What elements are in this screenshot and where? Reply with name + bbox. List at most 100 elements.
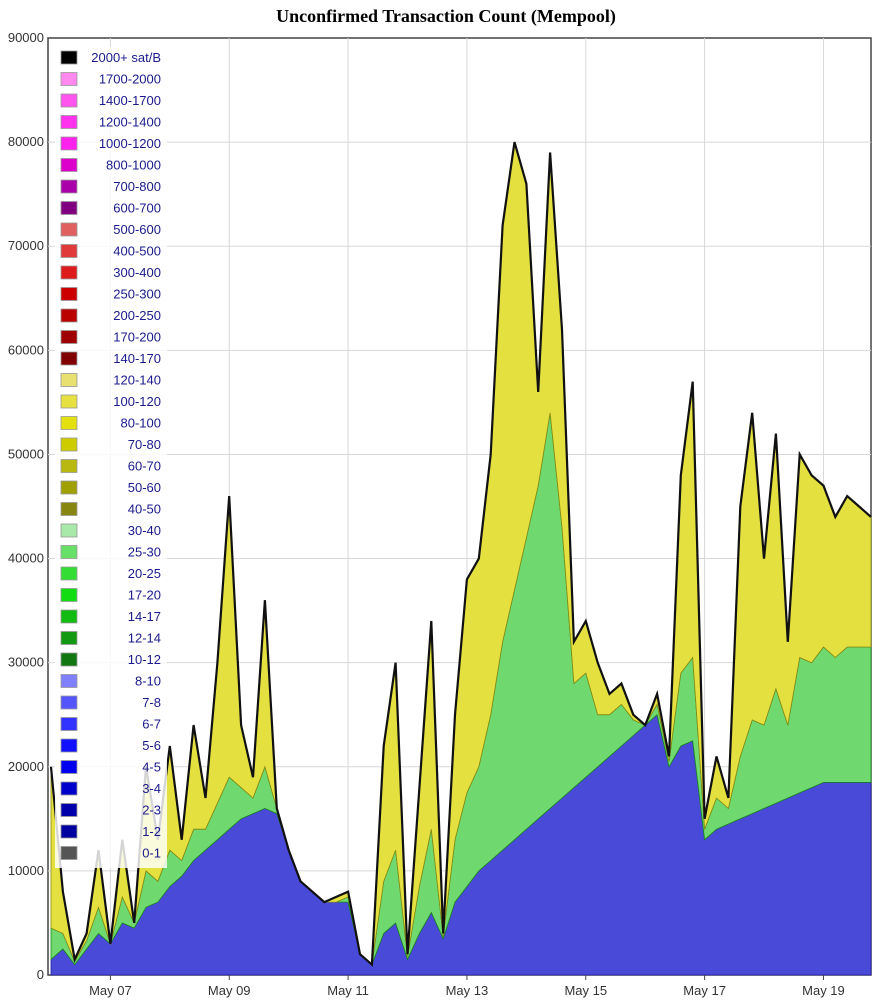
legend-label: 70-80 bbox=[128, 437, 161, 452]
x-tick-label: May 13 bbox=[446, 983, 489, 998]
legend-label: 25-30 bbox=[128, 545, 161, 560]
legend-label: 4-5 bbox=[142, 760, 161, 775]
legend-label: 500-600 bbox=[113, 222, 161, 237]
legend-swatch bbox=[60, 244, 78, 258]
legend-label: 1400-1700 bbox=[99, 93, 161, 108]
y-tick-label: 40000 bbox=[8, 551, 44, 566]
legend-label: 2-3 bbox=[142, 803, 161, 818]
y-tick-label: 90000 bbox=[8, 30, 44, 45]
legend-swatch bbox=[60, 50, 78, 65]
legend-label: 0-1 bbox=[142, 846, 161, 861]
grid bbox=[48, 38, 871, 975]
y-tick-label: 0 bbox=[37, 967, 44, 982]
legend-label: 5-6 bbox=[142, 738, 161, 753]
legend-swatch bbox=[60, 416, 78, 430]
x-tick-label: May 19 bbox=[802, 983, 845, 998]
x-tick-label: May 07 bbox=[89, 983, 132, 998]
legend-swatch bbox=[60, 695, 78, 710]
legend-swatch bbox=[60, 459, 78, 473]
legend-swatch bbox=[60, 717, 78, 731]
legend-label: 170-200 bbox=[113, 330, 161, 345]
legend-label: 6-7 bbox=[142, 717, 161, 732]
x-tick-label: May 09 bbox=[208, 983, 251, 998]
y-tick-label: 70000 bbox=[8, 238, 44, 253]
legend-swatch bbox=[60, 351, 78, 366]
legend-label: 40-50 bbox=[128, 502, 161, 517]
legend-label: 17-20 bbox=[128, 588, 161, 603]
legend-label: 400-500 bbox=[113, 244, 161, 259]
legend-swatch bbox=[60, 652, 78, 667]
legend-swatch bbox=[60, 158, 78, 172]
legend-label: 2000+ sat/B bbox=[91, 50, 161, 65]
legend-swatch bbox=[60, 738, 78, 753]
legend: 2000+ sat/B 1700-2000 1400-1700 1200-1400 10… bbox=[55, 47, 167, 868]
x-tick-label: May 15 bbox=[564, 983, 607, 998]
legend-swatch bbox=[60, 631, 78, 645]
legend-label: 200-250 bbox=[113, 308, 161, 323]
stacked-areas bbox=[49, 141, 872, 976]
legend-label: 600-700 bbox=[113, 201, 161, 216]
legend-label: 300-400 bbox=[113, 265, 161, 280]
legend-swatch bbox=[60, 803, 78, 817]
legend-swatch bbox=[60, 93, 78, 108]
legend-swatch bbox=[60, 437, 78, 452]
y-tick-label: 60000 bbox=[8, 342, 44, 357]
legend-swatch bbox=[60, 179, 78, 194]
x-tick-label: May 11 bbox=[327, 983, 369, 998]
legend-label: 140-170 bbox=[113, 351, 161, 366]
legend-label: 12-14 bbox=[128, 631, 161, 646]
legend-label: 20-25 bbox=[128, 566, 161, 581]
legend-swatch bbox=[60, 201, 78, 215]
chart-title: Unconfirmed Transaction Count (Mempool) bbox=[276, 6, 616, 26]
legend-label: 800-1000 bbox=[106, 158, 161, 173]
legend-label: 3-4 bbox=[142, 781, 161, 796]
legend-swatch bbox=[60, 222, 78, 237]
y-tick-label: 80000 bbox=[8, 134, 44, 149]
legend-swatch bbox=[60, 115, 78, 129]
total-count-line bbox=[49, 141, 872, 967]
legend-swatch bbox=[60, 287, 78, 301]
x-tick-label: May 17 bbox=[683, 983, 726, 998]
legend-swatch bbox=[60, 846, 78, 860]
legend-swatch bbox=[60, 72, 78, 86]
axes: 0 10000 20000 30000 40000 50000 60000 70000 8000… bbox=[8, 30, 845, 998]
legend-swatch bbox=[60, 136, 78, 151]
legend-label: 120-140 bbox=[113, 373, 161, 388]
legend-swatch bbox=[60, 394, 78, 409]
legend-label: 1700-2000 bbox=[99, 72, 161, 87]
legend-swatch bbox=[60, 609, 78, 624]
y-tick-label: 30000 bbox=[8, 655, 44, 670]
legend-swatch bbox=[60, 760, 78, 774]
legend-label: 100-120 bbox=[113, 394, 161, 409]
y-tick-label: 20000 bbox=[8, 759, 44, 774]
legend-swatch bbox=[60, 480, 78, 495]
legend-label: 14-17 bbox=[128, 609, 161, 624]
legend-label: 8-10 bbox=[135, 674, 161, 689]
legend-label: 1000-1200 bbox=[99, 136, 161, 151]
legend-swatch bbox=[60, 824, 78, 839]
legend-swatch bbox=[60, 523, 78, 538]
legend-label: 1200-1400 bbox=[99, 115, 161, 130]
legend-swatch bbox=[60, 674, 78, 688]
legend-swatch bbox=[60, 566, 78, 581]
legend-swatch bbox=[60, 373, 78, 387]
legend-swatch bbox=[60, 545, 78, 559]
legend-swatch bbox=[60, 588, 78, 602]
legend-label: 700-800 bbox=[113, 179, 161, 194]
legend-swatch bbox=[60, 502, 78, 516]
legend-label: 1-2 bbox=[142, 824, 161, 839]
legend-label: 30-40 bbox=[128, 523, 161, 538]
legend-label: 250-300 bbox=[113, 287, 161, 302]
legend-swatch bbox=[60, 781, 78, 796]
legend-label: 7-8 bbox=[142, 695, 161, 710]
legend-swatch bbox=[60, 308, 78, 323]
y-tick-label: 50000 bbox=[8, 446, 44, 461]
legend-label: 10-12 bbox=[128, 652, 161, 667]
legend-swatch bbox=[60, 265, 78, 280]
legend-label: 60-70 bbox=[128, 459, 161, 474]
legend-swatch bbox=[60, 330, 78, 344]
y-tick-label: 10000 bbox=[8, 863, 44, 878]
legend-label: 80-100 bbox=[121, 416, 161, 431]
legend-label: 50-60 bbox=[128, 480, 161, 495]
